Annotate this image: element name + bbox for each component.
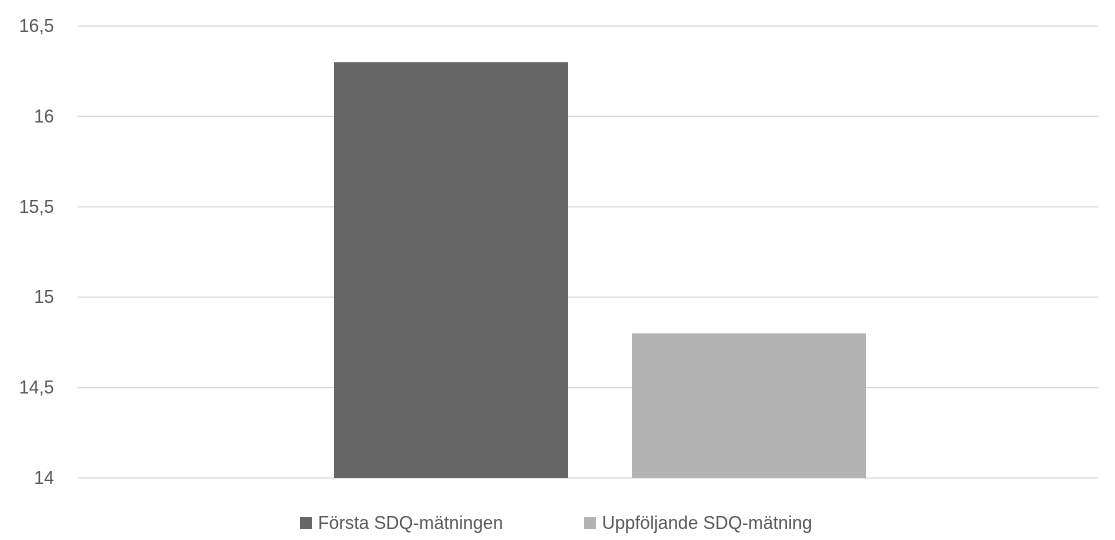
gridlines bbox=[78, 25, 1098, 479]
legend-swatch bbox=[584, 517, 596, 529]
bar-2 bbox=[632, 333, 866, 478]
legend-label: Uppföljande SDQ-mätning bbox=[602, 513, 812, 533]
bar-1 bbox=[334, 62, 568, 478]
y-axis-ticks: 14 14,5 15 15,5 16 16,5 bbox=[19, 16, 54, 488]
y-tick-label: 15,5 bbox=[19, 197, 54, 217]
y-tick-label: 16 bbox=[34, 106, 54, 126]
bars bbox=[334, 62, 866, 478]
y-tick-label: 14 bbox=[34, 468, 54, 488]
y-tick-label: 15 bbox=[34, 287, 54, 307]
y-tick-label: 16,5 bbox=[19, 16, 54, 36]
legend-swatch bbox=[300, 517, 312, 529]
legend-label: Första SDQ-mätningen bbox=[318, 513, 503, 533]
y-tick-label: 14,5 bbox=[19, 378, 54, 398]
legend: Första SDQ-mätningen Uppföljande SDQ-mätn… bbox=[300, 513, 812, 533]
